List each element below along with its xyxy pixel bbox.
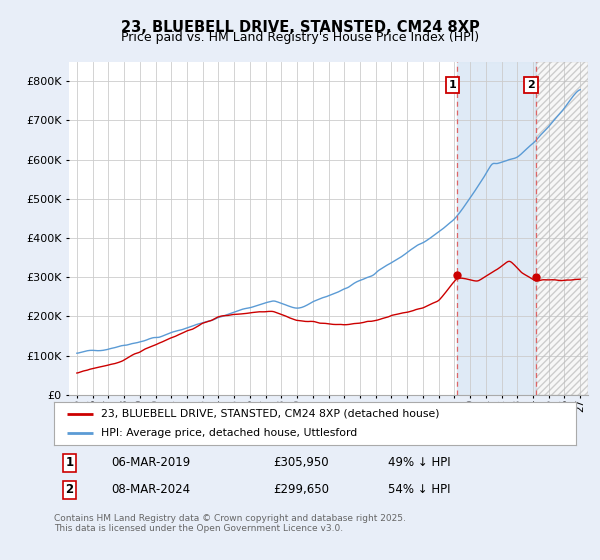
Text: HPI: Average price, detached house, Uttlesford: HPI: Average price, detached house, Uttl… [101, 428, 357, 438]
Text: 2: 2 [65, 483, 74, 496]
Bar [536, 62, 588, 395]
Text: Price paid vs. HM Land Registry's House Price Index (HPI): Price paid vs. HM Land Registry's House … [121, 31, 479, 44]
Text: 23, BLUEBELL DRIVE, STANSTED, CM24 8XP: 23, BLUEBELL DRIVE, STANSTED, CM24 8XP [121, 20, 479, 35]
Text: 1: 1 [65, 456, 74, 469]
Text: 1: 1 [449, 80, 457, 90]
Text: 54% ↓ HPI: 54% ↓ HPI [388, 483, 451, 496]
Text: 23, BLUEBELL DRIVE, STANSTED, CM24 8XP (detached house): 23, BLUEBELL DRIVE, STANSTED, CM24 8XP (… [101, 409, 439, 419]
Bar [536, 62, 588, 395]
Text: 2: 2 [527, 80, 535, 90]
Text: 06-MAR-2019: 06-MAR-2019 [112, 456, 191, 469]
Text: 08-MAR-2024: 08-MAR-2024 [112, 483, 191, 496]
Bar [457, 62, 536, 395]
Text: Contains HM Land Registry data © Crown copyright and database right 2025.
This d: Contains HM Land Registry data © Crown c… [54, 514, 406, 534]
Text: £299,650: £299,650 [273, 483, 329, 496]
Text: £305,950: £305,950 [273, 456, 329, 469]
Text: 49% ↓ HPI: 49% ↓ HPI [388, 456, 451, 469]
